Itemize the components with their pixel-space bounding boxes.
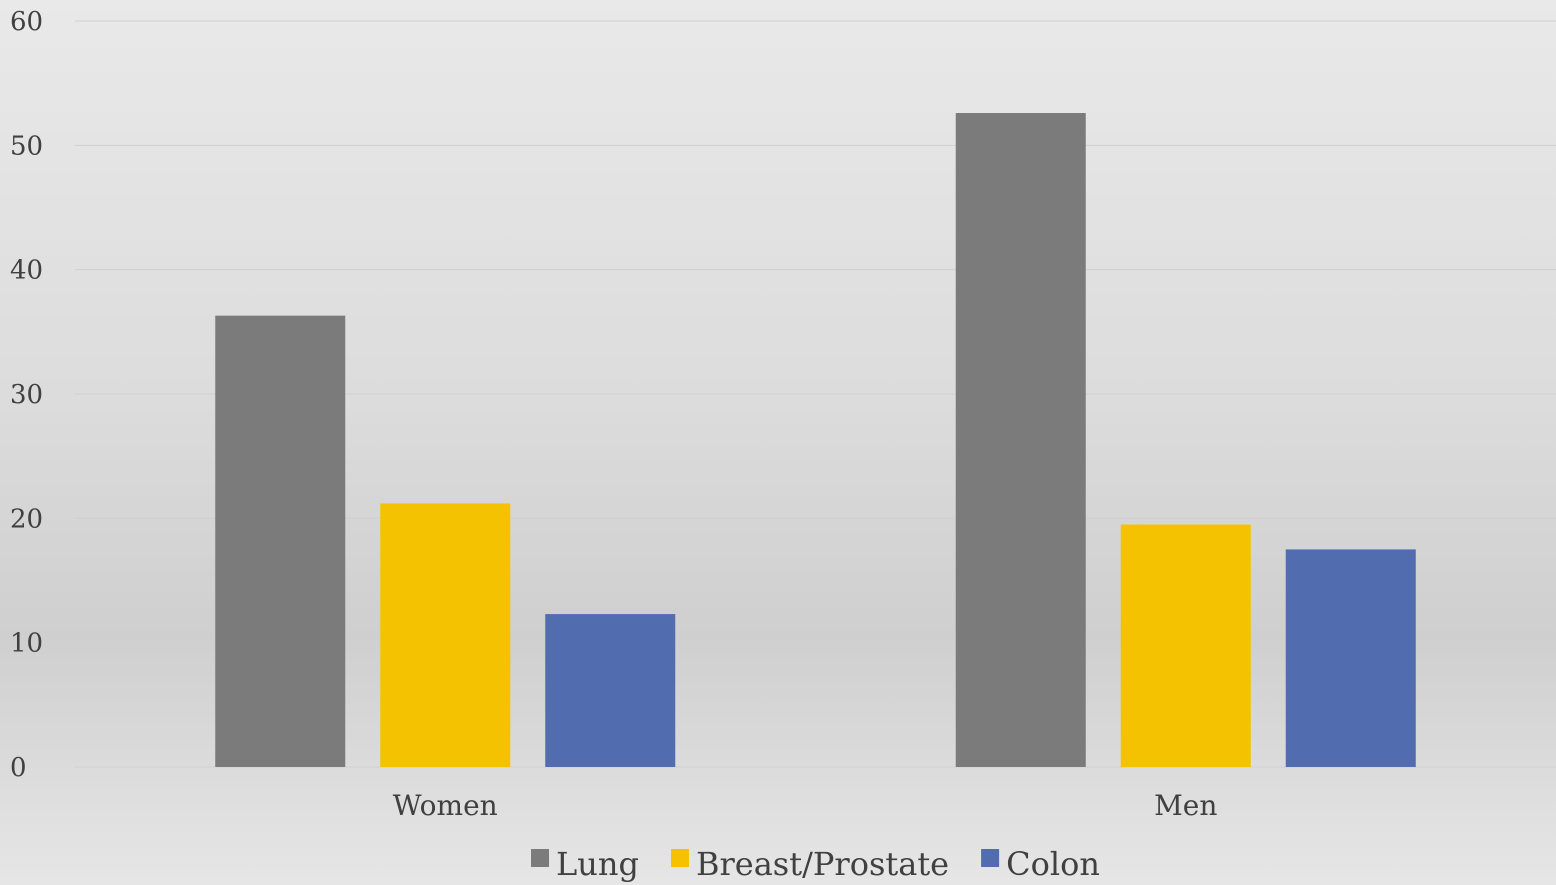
bar-lung-women	[215, 315, 346, 767]
x-axis-category-labels: Women Men	[393, 789, 1218, 822]
x-category-label: Women	[393, 789, 498, 822]
legend-item-breast-prostate: Breast/Prostate	[670, 845, 949, 883]
legend-swatch	[531, 849, 550, 867]
y-tick-label: 0	[10, 753, 27, 783]
y-tick-label: 30	[10, 380, 43, 410]
bar-lung-men	[955, 113, 1086, 768]
bar-breast-prostate-men	[1120, 524, 1251, 767]
legend-swatch	[670, 849, 689, 867]
bar-colon-men	[1285, 549, 1416, 767]
legend-swatch	[981, 849, 1000, 867]
legend-item-lung: Lung	[531, 845, 639, 883]
y-tick-label: 50	[10, 131, 43, 161]
bar-breast-prostate-women	[380, 503, 511, 767]
legend-label: Lung	[556, 845, 639, 883]
legend: Lung Breast/Prostate Colon	[531, 845, 1100, 883]
legend-label: Breast/Prostate	[696, 845, 949, 883]
legend-label: Colon	[1006, 845, 1100, 883]
y-tick-label: 40	[10, 256, 43, 286]
legend-item-colon: Colon	[981, 845, 1100, 883]
bars	[215, 113, 1416, 768]
bar-colon-women	[545, 614, 676, 767]
x-category-label: Men	[1154, 789, 1217, 822]
y-tick-label: 60	[10, 7, 43, 37]
y-tick-label: 20	[10, 504, 43, 534]
y-axis-tick-labels: 0 10 20 30 40 50 60	[10, 7, 43, 783]
y-tick-label: 10	[10, 629, 43, 659]
